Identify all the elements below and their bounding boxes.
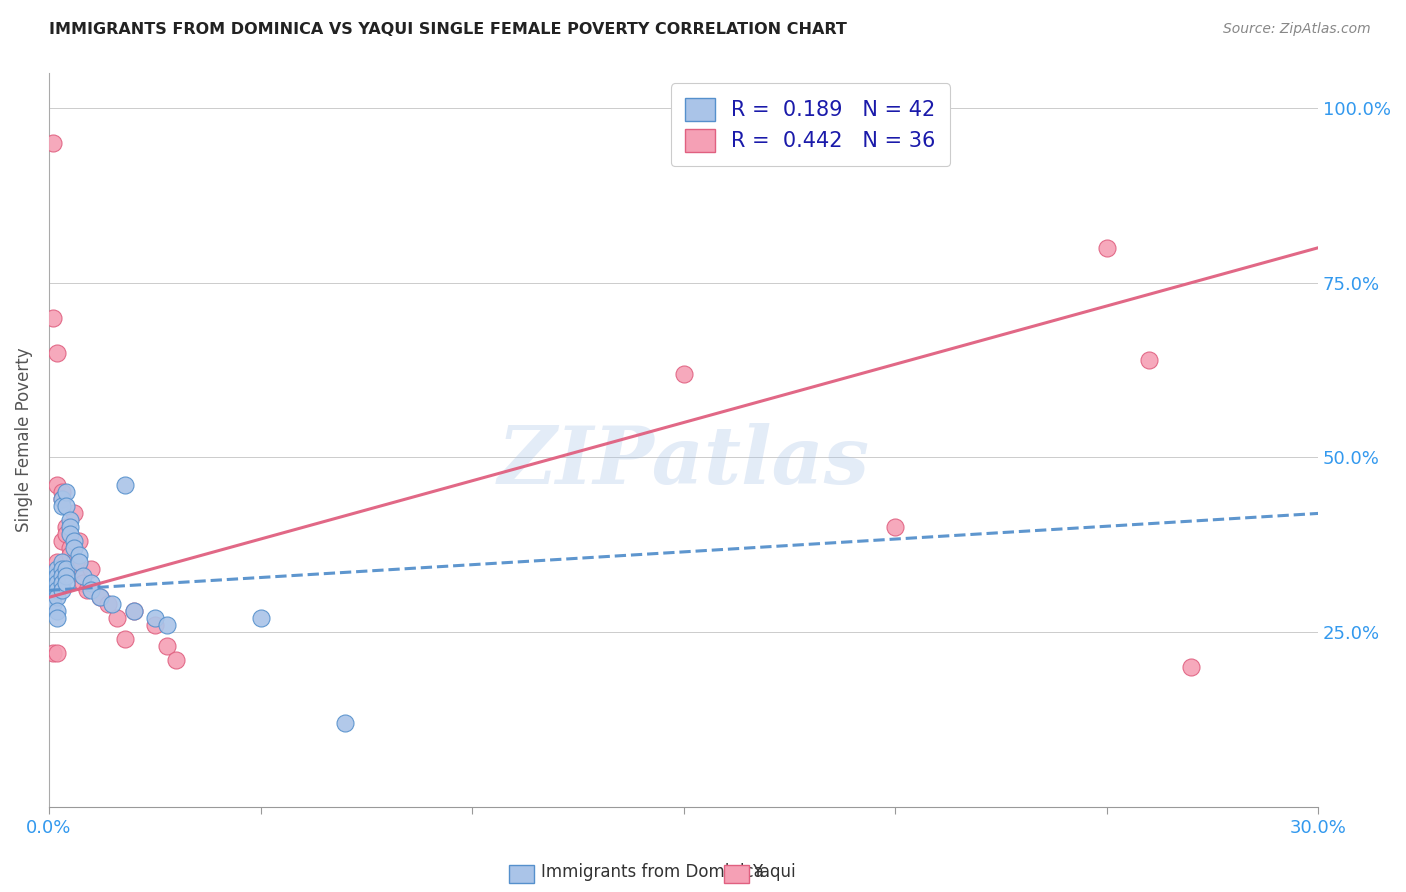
Point [46, 604, 69, 618]
Point [122, 604, 145, 618]
Point [51, 555, 73, 569]
Point [46, 562, 69, 576]
Point [46, 478, 69, 492]
Point [72, 576, 94, 591]
Point [114, 632, 136, 647]
Point [42, 576, 65, 591]
Point [114, 478, 136, 492]
Point [46, 646, 69, 660]
Point [63, 534, 86, 549]
Point [80, 583, 103, 598]
Point [51, 583, 73, 598]
Point [884, 520, 907, 534]
Point [46, 611, 69, 625]
Point [55, 569, 77, 583]
Point [51, 576, 73, 591]
Point [55, 485, 77, 500]
Point [42, 136, 65, 150]
Point [72, 569, 94, 583]
Point [55, 520, 77, 534]
Point [46, 583, 69, 598]
Point [105, 611, 128, 625]
Point [59, 527, 82, 541]
Point [80, 576, 103, 591]
Point [1095, 241, 1118, 255]
Point [67, 555, 90, 569]
Point [1180, 660, 1202, 674]
Point [46, 591, 69, 605]
Point [59, 520, 82, 534]
Point [55, 576, 77, 591]
Point [67, 549, 90, 563]
Point [156, 640, 179, 654]
Point [249, 611, 271, 625]
Legend: R =  0.189   N = 42, R =  0.442   N = 36: R = 0.189 N = 42, R = 0.442 N = 36 [671, 83, 950, 166]
Point [51, 500, 73, 514]
Point [63, 555, 86, 569]
Point [51, 569, 73, 583]
Point [59, 549, 82, 563]
Point [122, 604, 145, 618]
Point [672, 367, 695, 381]
Point [333, 716, 356, 731]
Point [165, 653, 187, 667]
Point [46, 576, 69, 591]
Point [55, 562, 77, 576]
Point [101, 597, 124, 611]
Point [63, 541, 86, 556]
Text: IMMIGRANTS FROM DOMINICA VS YAQUI SINGLE FEMALE POVERTY CORRELATION CHART: IMMIGRANTS FROM DOMINICA VS YAQUI SINGLE… [49, 22, 846, 37]
Point [42, 646, 65, 660]
Point [42, 591, 65, 605]
Point [42, 569, 65, 583]
Point [55, 555, 77, 569]
Point [1137, 352, 1160, 367]
Point [51, 492, 73, 507]
Point [67, 534, 90, 549]
Point [143, 611, 166, 625]
Text: Immigrants from Dominica: Immigrants from Dominica [541, 863, 763, 881]
Text: Source: ZipAtlas.com: Source: ZipAtlas.com [1223, 22, 1371, 37]
Point [42, 583, 65, 598]
Point [59, 513, 82, 527]
Point [51, 485, 73, 500]
Point [51, 562, 73, 576]
Point [42, 310, 65, 325]
Text: Yaqui: Yaqui [752, 863, 796, 881]
Point [55, 527, 77, 541]
Point [46, 345, 69, 359]
Point [63, 507, 86, 521]
Point [143, 618, 166, 632]
Point [51, 562, 73, 576]
Point [51, 492, 73, 507]
Point [59, 541, 82, 556]
Point [89, 591, 111, 605]
Point [89, 591, 111, 605]
Point [67, 562, 90, 576]
Point [76, 583, 98, 598]
Point [51, 534, 73, 549]
Point [97, 597, 120, 611]
Point [46, 555, 69, 569]
Point [46, 569, 69, 583]
Point [42, 597, 65, 611]
Point [55, 500, 77, 514]
Y-axis label: Single Female Poverty: Single Female Poverty [15, 348, 32, 533]
Text: ZIPatlas: ZIPatlas [498, 424, 870, 500]
Point [156, 618, 179, 632]
Point [80, 562, 103, 576]
